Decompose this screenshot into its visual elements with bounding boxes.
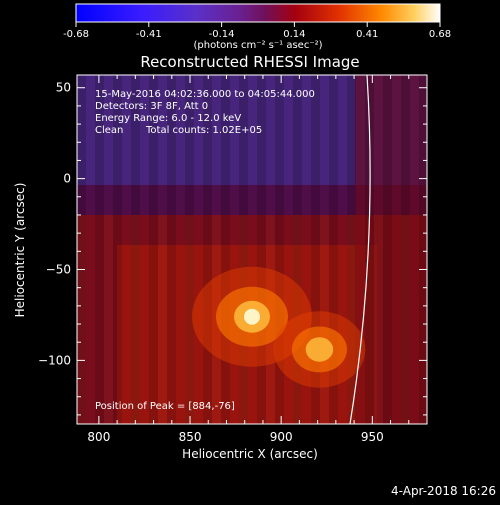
colorbar-tick-label: 0.41 bbox=[356, 29, 378, 40]
info-detectors: Detectors: 3F 8F, Att 0 bbox=[95, 101, 208, 112]
colorbar-ticks: -0.68 -0.41 -0.14 0.14 0.41 0.68 bbox=[63, 22, 451, 40]
info-total-counts: Total counts: 1.02E+05 bbox=[145, 125, 262, 136]
footer-timestamp: 4-Apr-2018 16:26 bbox=[391, 484, 496, 498]
x-tick-label: 950 bbox=[361, 430, 384, 444]
colorbar-unit: (photons cm⁻² s⁻¹ asec⁻²) bbox=[193, 40, 322, 51]
x-tick-label: 800 bbox=[87, 430, 110, 444]
y-tick-label: 50 bbox=[56, 81, 71, 95]
colorbar-gradient bbox=[75, 3, 441, 23]
colorbar-tick-label: -0.41 bbox=[136, 29, 162, 40]
x-tick-label: 850 bbox=[179, 430, 202, 444]
axis-ticks: 800 850 900 950 50 0 −50 −100 bbox=[38, 75, 427, 444]
info-energy-range: Energy Range: 6.0 - 12.0 keV bbox=[95, 113, 241, 124]
y-tick-label: −100 bbox=[38, 353, 71, 367]
y-tick-label: −50 bbox=[46, 262, 71, 276]
colorbar-tick-label: 0.68 bbox=[429, 29, 451, 40]
info-block: 15-May-2016 04:02:36.000 to 04:05:44.000… bbox=[95, 89, 315, 412]
colorbar-tick-label: -0.68 bbox=[63, 29, 89, 40]
y-tick-label: 0 bbox=[63, 172, 71, 186]
x-axis-label: Heliocentric X (arcsec) bbox=[182, 447, 318, 461]
info-clean: Clean bbox=[95, 125, 123, 136]
colorbar-tick-label: 0.14 bbox=[283, 29, 305, 40]
plot-frame bbox=[76, 74, 428, 425]
x-tick-label: 900 bbox=[270, 430, 293, 444]
colorbar-tick-label: -0.14 bbox=[209, 29, 235, 40]
emission-source bbox=[192, 266, 312, 367]
solar-limb bbox=[349, 75, 371, 424]
info-time-range: 15-May-2016 04:02:36.000 to 04:05:44.000 bbox=[95, 89, 315, 100]
chart-title: Reconstructed RHESSI Image bbox=[140, 53, 359, 71]
emission-source bbox=[273, 311, 366, 388]
heatmap-image bbox=[77, 75, 427, 424]
y-axis-label: Heliocentric Y (arcsec) bbox=[13, 183, 27, 318]
colorbar: -0.68 -0.41 -0.14 0.14 0.41 0.68 (photons cm⁻… bbox=[63, 3, 451, 51]
peak-position-text: Position of Peak = [884,-76] bbox=[95, 401, 235, 412]
